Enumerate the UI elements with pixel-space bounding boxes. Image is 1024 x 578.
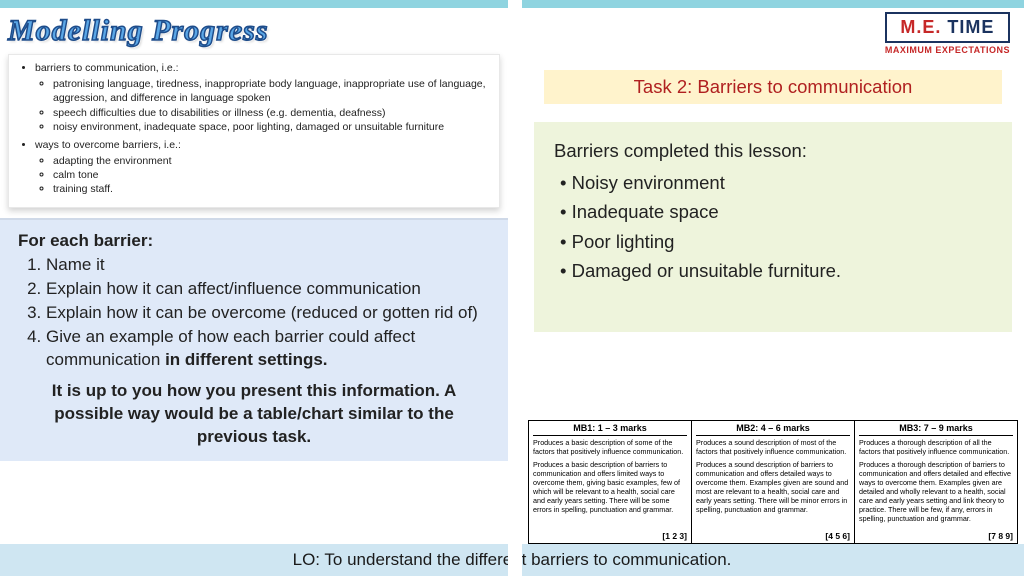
rubric-body: Produces a basic description of some of … [533,438,687,527]
rubric-p1: Produces a thorough description of all t… [859,438,1013,456]
snippet-item: speech difficulties due to disabilities … [53,106,489,120]
instruction-step: Explain how it can affect/influence comm… [46,278,490,301]
instructions-closing: It is up to you how you present this inf… [18,380,490,449]
rubric-body: Produces a sound description of most of … [696,438,850,527]
rubric-footer: [7 8 9] [859,531,1013,541]
barriers-list: Noisy environment Inadequate space Poor … [554,168,992,286]
task-title: Task 2: Barriers to communication [544,70,1002,104]
snippet-item: noisy environment, inadequate space, poo… [53,120,489,134]
rubric-p1: Produces a sound description of most of … [696,438,850,456]
snippet-item: calm tone [53,168,489,182]
rubric-col-mb2: MB2: 4 – 6 marks Produces a sound descri… [692,421,855,543]
rubric-header: MB1: 1 – 3 marks [533,423,687,436]
column-gap [508,0,522,578]
me-time-badge: M.E. TIME [885,12,1010,43]
instruction-step: Give an example of how each barrier coul… [46,326,490,372]
snippet-group2-list: adapting the environment calm tone train… [35,154,489,197]
barriers-heading: Barriers completed this lesson: [554,136,992,166]
rubric-body: Produces a thorough description of all t… [859,438,1013,527]
snippet-item: patronising language, tiredness, inappro… [53,77,489,105]
instructions-box: For each barrier: Name it Explain how it… [0,218,508,461]
rubric-p1: Produces a basic description of some of … [533,438,687,456]
logo-subtitle: MAXIMUM EXPECTATIONS [885,45,1010,55]
snippet-item: adapting the environment [53,154,489,168]
rubric-header: MB3: 7 – 9 marks [859,423,1013,436]
rubric-col-mb3: MB3: 7 – 9 marks Produces a thorough des… [855,421,1017,543]
rubric-footer: [1 2 3] [533,531,687,541]
barrier-item: Damaged or unsuitable furniture. [560,256,992,286]
me-time-logo: M.E. TIME MAXIMUM EXPECTATIONS [885,12,1010,55]
snippet-box: barriers to communication, i.e.: patroni… [8,54,500,208]
rubric-footer: [4 5 6] [696,531,850,541]
barrier-item: Poor lighting [560,227,992,257]
snippet-group1-list: patronising language, tiredness, inappro… [35,77,489,134]
rubric-p2: Produces a sound description of barriers… [696,460,850,514]
snippet-item: training staff. [53,182,489,196]
rubric-table: MB1: 1 – 3 marks Produces a basic descri… [528,420,1018,544]
rubric-header: MB2: 4 – 6 marks [696,423,850,436]
instruction-step: Name it [46,254,490,277]
barrier-item: Noisy environment [560,168,992,198]
rubric-p2: Produces a thorough description of barri… [859,460,1013,523]
logo-me: M.E. [900,17,941,37]
title-banner: Modelling Progress [8,14,508,48]
left-column: Modelling Progress barriers to communica… [0,8,508,544]
snippet-group2-label: ways to overcome barriers, i.e.: [35,139,181,151]
right-column: M.E. TIME MAXIMUM EXPECTATIONS Task 2: B… [522,8,1024,544]
rubric-p2: Produces a basic description of barriers… [533,460,687,514]
instructions-lead: For each barrier: [18,230,490,253]
barrier-item: Inadequate space [560,197,992,227]
instruction-step4-bold: in different settings. [165,350,327,369]
instructions-list: Name it Explain how it can affect/influe… [18,254,490,372]
barriers-box: Barriers completed this lesson: Noisy en… [534,122,1012,332]
snippet-group1-label: barriers to communication, i.e.: [35,62,179,74]
logo-time: TIME [941,17,994,37]
instruction-step: Explain how it can be overcome (reduced … [46,302,490,325]
rubric-col-mb1: MB1: 1 – 3 marks Produces a basic descri… [529,421,692,543]
